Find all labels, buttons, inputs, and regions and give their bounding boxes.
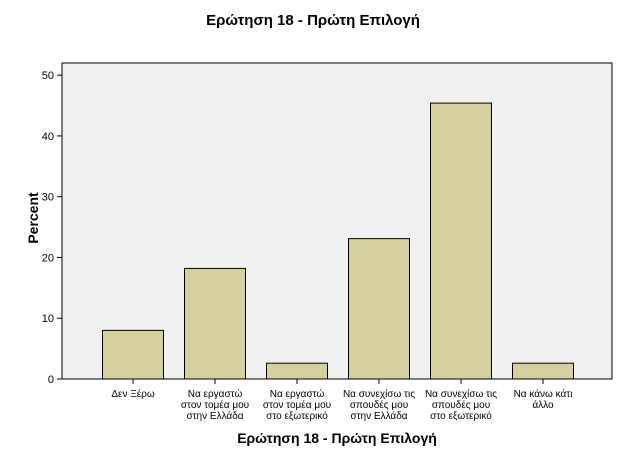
x-tick-label: Να εργαστώ στον τομέα μου στο εξωτερικό xyxy=(263,388,331,422)
x-tick-label-line: στο εξωτερικό xyxy=(430,410,492,422)
bar xyxy=(184,267,246,380)
plot-area xyxy=(61,62,613,380)
y-axis-label: Percent xyxy=(25,192,41,244)
x-tick-label-line: Να εργαστώ xyxy=(270,388,325,400)
bar xyxy=(512,362,574,380)
x-axis-labels: Δεν Ξέρω Να εργαστώ στον τομέα μου στην Ελλ… xyxy=(111,379,572,422)
bar xyxy=(102,329,164,380)
x-tick-label: Να εργαστώ στον τομέα μου στην Ελλάδα xyxy=(181,388,249,422)
x-tick-label-line: Δεν Ξέρω xyxy=(111,388,155,400)
x-tick-label-line: σπουδές μου xyxy=(432,399,490,411)
bar xyxy=(348,238,410,380)
x-tick-label-line: στο εξωτερικό xyxy=(266,410,328,422)
x-tick-label-line: Να συνεχίσω τις xyxy=(343,388,415,400)
y-tick-label: 50 xyxy=(42,70,54,82)
x-tick-label-line: Να κάνω κάτι xyxy=(514,388,573,400)
y-axis: 0 10 20 30 40 50 xyxy=(42,70,62,386)
y-tick-label: 0 xyxy=(48,374,54,386)
y-tick-label: 40 xyxy=(42,131,54,143)
bar xyxy=(430,102,492,380)
x-tick-label: Να συνεχίσω τις σπουδές μου στην Ελλάδα xyxy=(343,388,415,422)
x-tick-label-line: στον τομέα μου xyxy=(263,399,331,411)
x-tick-label-line: άλλο xyxy=(532,399,554,411)
x-axis-label: Ερώτηση 18 - Πρώτη Επιλογή xyxy=(237,430,437,446)
x-tick-label: Δεν Ξέρω xyxy=(111,388,155,400)
x-tick-label: Να κάνω κάτι άλλο xyxy=(514,388,573,411)
y-tick-label: 20 xyxy=(42,252,54,264)
bars xyxy=(102,102,574,380)
x-tick-label-line: σπουδές μου xyxy=(350,399,408,411)
x-tick-label-line: στην Ελλάδα xyxy=(350,410,407,422)
x-tick-label-line: Να συνεχίσω τις xyxy=(425,388,497,400)
y-tick-label: 10 xyxy=(42,313,54,325)
chart-title: Ερώτηση 18 - Πρώτη Επιλογή xyxy=(206,12,420,29)
y-tick-label: 30 xyxy=(42,192,54,204)
x-tick-label: Να συνεχίσω τις σπουδές μου στο εξωτερικό xyxy=(425,388,497,422)
x-tick-label-line: στον τομέα μου xyxy=(181,399,249,411)
x-tick-label-line: στην Ελλάδα xyxy=(186,410,243,422)
bar xyxy=(266,362,328,380)
x-tick-label-line: Να εργαστώ xyxy=(188,388,243,400)
